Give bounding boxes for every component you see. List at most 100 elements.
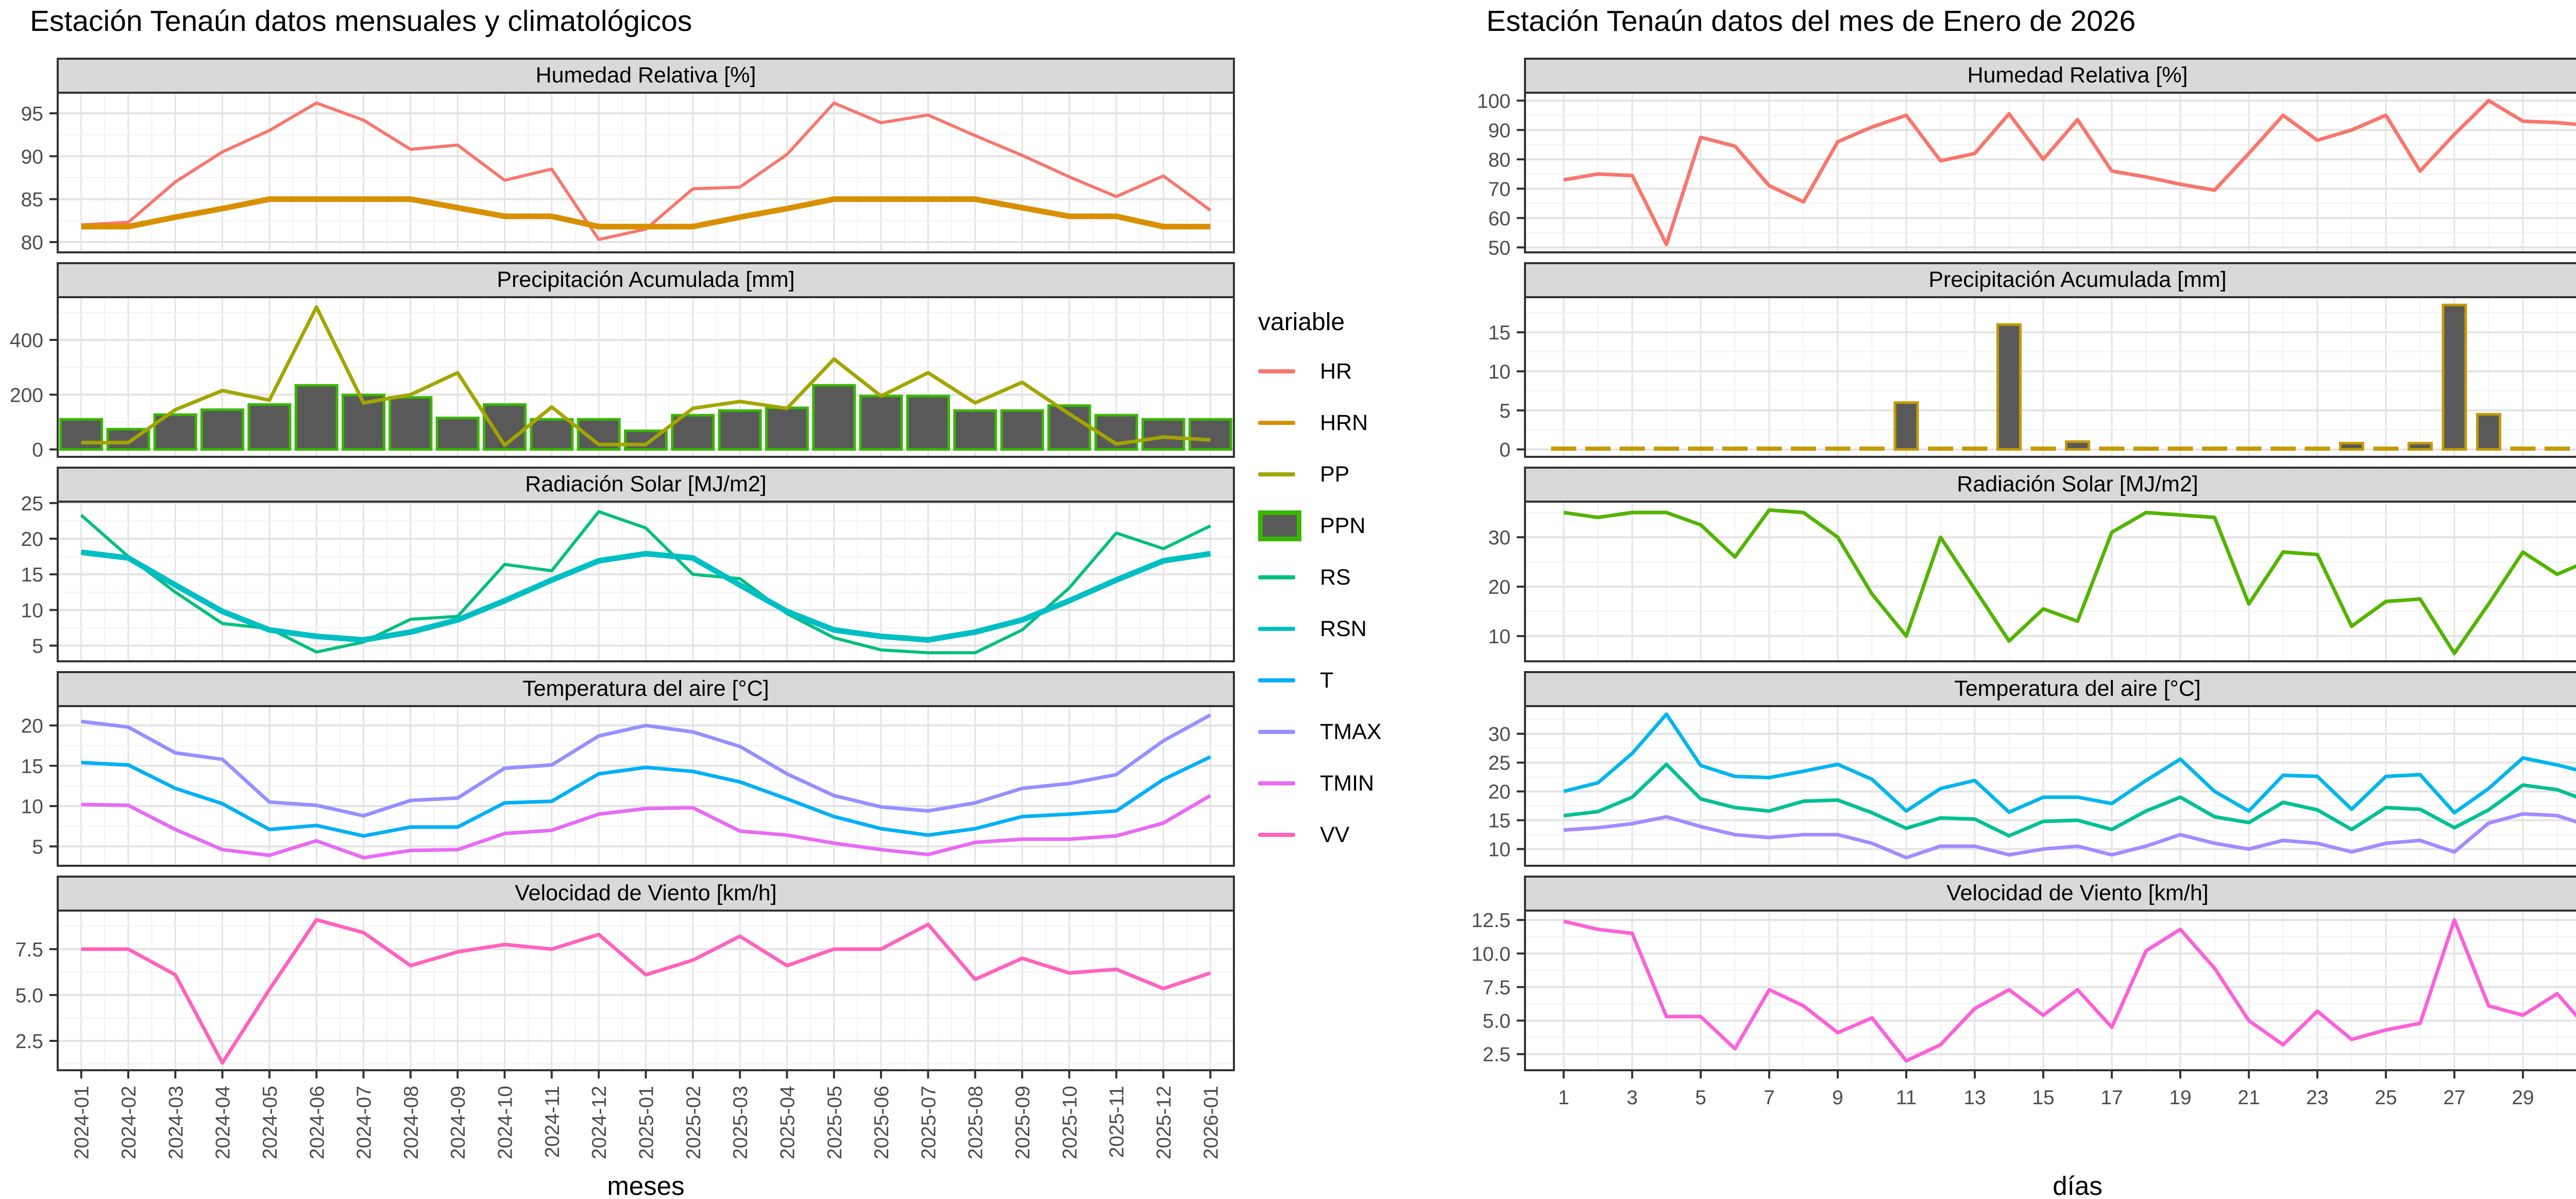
y-tick-label: 15: [1488, 322, 1511, 344]
left-legend: variable HR HRN PP PPN RS RSN T TMAX TMIN VV: [1258, 308, 1381, 861]
bar-PPN: [953, 409, 997, 451]
legend-key-RSN-line-icon: [1258, 627, 1304, 631]
y-tick-label: 80: [1488, 149, 1511, 171]
x-tick-label: 2025-07: [918, 1086, 940, 1159]
panel-1-4: Velocidad de Viento [km/h] 2.5 5.0 7.5 10.0 1…: [1471, 876, 2576, 1071]
x-tick-label: 2024-02: [118, 1086, 140, 1159]
x-tick-label: 2026-01: [1200, 1086, 1222, 1159]
series-line-RSN: [80, 549, 1211, 643]
panel-1-3: Temperatura del aire [°C] 10 15 20 25 30: [1488, 671, 2576, 867]
panel-strip: [57, 262, 1235, 298]
legend-key-VV-line-icon: [1258, 833, 1304, 837]
bar-PPN: [59, 418, 104, 451]
panel-border: [1524, 296, 2576, 458]
y-tick-label: 5: [1499, 400, 1511, 422]
y-tick-label: 20: [1488, 781, 1511, 803]
bar-PP: [1825, 447, 1851, 451]
x-axis-1: 135791113151719212325272931días: [1558, 1070, 2534, 1199]
bar-PP: [2442, 303, 2467, 451]
panel-border: [57, 92, 1235, 253]
bar-PPN: [1188, 418, 1232, 451]
bar-PP: [1859, 447, 1885, 451]
bar-PP: [2304, 447, 2330, 451]
y-tick-label: 20: [21, 715, 43, 738]
y-tick-label: 15: [21, 564, 43, 586]
panel-border: [57, 501, 1235, 662]
bar-PPN: [247, 403, 292, 451]
legend-entry-T: T: [1258, 655, 1381, 706]
x-tick-label: 2024-10: [495, 1086, 517, 1159]
panel-1-1: Precipitación Acumulada [mm] 0 5 10 15: [1488, 262, 2576, 461]
series-line-T: [1563, 762, 2576, 838]
legend-entry-TMIN: TMIN: [1258, 758, 1381, 809]
y-tick-label: 30: [1488, 527, 1511, 549]
x-axis-title: meses: [607, 1171, 684, 1199]
bar-PP: [1756, 447, 1782, 451]
y-tick-label: 80: [21, 232, 43, 254]
panel-border: [1524, 705, 2576, 867]
legend-swatch: [1258, 369, 1295, 373]
panel-border: [1524, 501, 2576, 662]
bar-PP: [1551, 447, 1577, 451]
legend-entry-RSN: RSN: [1258, 603, 1381, 655]
x-tick-label: 2025-05: [824, 1086, 846, 1159]
x-tick-label: 2024-04: [212, 1086, 234, 1159]
y-tick-label: 85: [21, 189, 43, 211]
y-tick-label: 10: [21, 796, 43, 818]
legend-swatch: [1258, 833, 1295, 837]
bar-PPN: [530, 418, 574, 451]
legend-entry-label: TMAX: [1320, 719, 1382, 744]
x-tick-label: 29: [2512, 1087, 2534, 1109]
bar-PP: [2338, 441, 2364, 451]
series-line-TMIN: [1563, 812, 2576, 860]
series-line-TMAX: [1563, 712, 2576, 815]
x-tick-label: 17: [2100, 1087, 2123, 1109]
x-tick-label: 2025-12: [1153, 1086, 1175, 1159]
x-tick-label: 2024-01: [71, 1086, 93, 1159]
right-figure-title: Estación Tenaún datos del mes de Enero d…: [1486, 5, 2136, 38]
legend-entry-PPN: PPN: [1258, 500, 1381, 552]
x-axis-0: 2024-01 2024-02 2024-03 2024-04 2024-05 2024-…: [71, 1070, 1222, 1199]
bar-PPN: [200, 408, 245, 451]
legend-key-T-line-icon: [1258, 678, 1304, 682]
y-tick-label: 20: [1488, 576, 1511, 598]
x-tick-label: 2025-01: [636, 1086, 658, 1159]
bar-PP: [2065, 440, 2090, 451]
bar-PPN: [859, 395, 903, 451]
y-tick-label: 30: [1488, 724, 1511, 746]
legend-entry-label: HR: [1320, 358, 1352, 384]
bar-PP: [2236, 447, 2262, 451]
x-tick-label: 2025-02: [683, 1086, 705, 1159]
y-tick-label: 10: [21, 599, 43, 622]
bar-PP: [1928, 447, 1954, 451]
x-tick-label: 2024-03: [165, 1086, 187, 1159]
y-tick-label: 7.5: [15, 939, 43, 961]
y-tick-label: 10: [1488, 361, 1511, 383]
bar-PPN: [388, 396, 433, 451]
y-tick-label: 200: [10, 384, 43, 406]
panel-strip-label: Precipitación Acumulada [mm]: [1928, 267, 2226, 292]
x-tick-label: 2024-05: [259, 1086, 281, 1159]
panel-strip-label: Precipitación Acumulada [mm]: [497, 267, 794, 292]
bar-PP: [2510, 447, 2536, 451]
y-tick-label: 20: [21, 528, 43, 551]
bar-PP: [1722, 447, 1748, 451]
monthly-climatology-chart: Humedad Relativa [%] 80 85 90 95 Precipitació…: [10, 58, 1235, 1199]
x-tick-label: 9: [1832, 1087, 1843, 1109]
y-tick-label: 10: [1488, 839, 1511, 861]
legend-key-TMAX-line-icon: [1258, 730, 1304, 734]
panel-strip: [57, 467, 1235, 503]
left-legend-entries: HR HRN PP PPN RS RSN T TMAX TMIN VV: [1258, 346, 1381, 861]
panel-border: [57, 296, 1235, 458]
left-figure-title: Estación Tenaún datos mensuales y climat…: [30, 5, 692, 38]
january-2026-daily-chart: Humedad Relativa [%]5060708090100Precipi…: [1471, 58, 2576, 1199]
x-tick-label: 21: [2238, 1087, 2260, 1109]
bar-PP: [1619, 447, 1645, 451]
legend-key-PPN-bar-icon: [1258, 510, 1304, 541]
bar-PP: [1654, 447, 1680, 451]
legend-entry-label: VV: [1320, 822, 1350, 847]
bar-PP: [2167, 447, 2193, 451]
y-tick-label: 0: [1499, 439, 1511, 461]
panel-strip-label: Velocidad de Viento [km/h]: [515, 881, 776, 905]
bar-PP: [2373, 447, 2399, 451]
